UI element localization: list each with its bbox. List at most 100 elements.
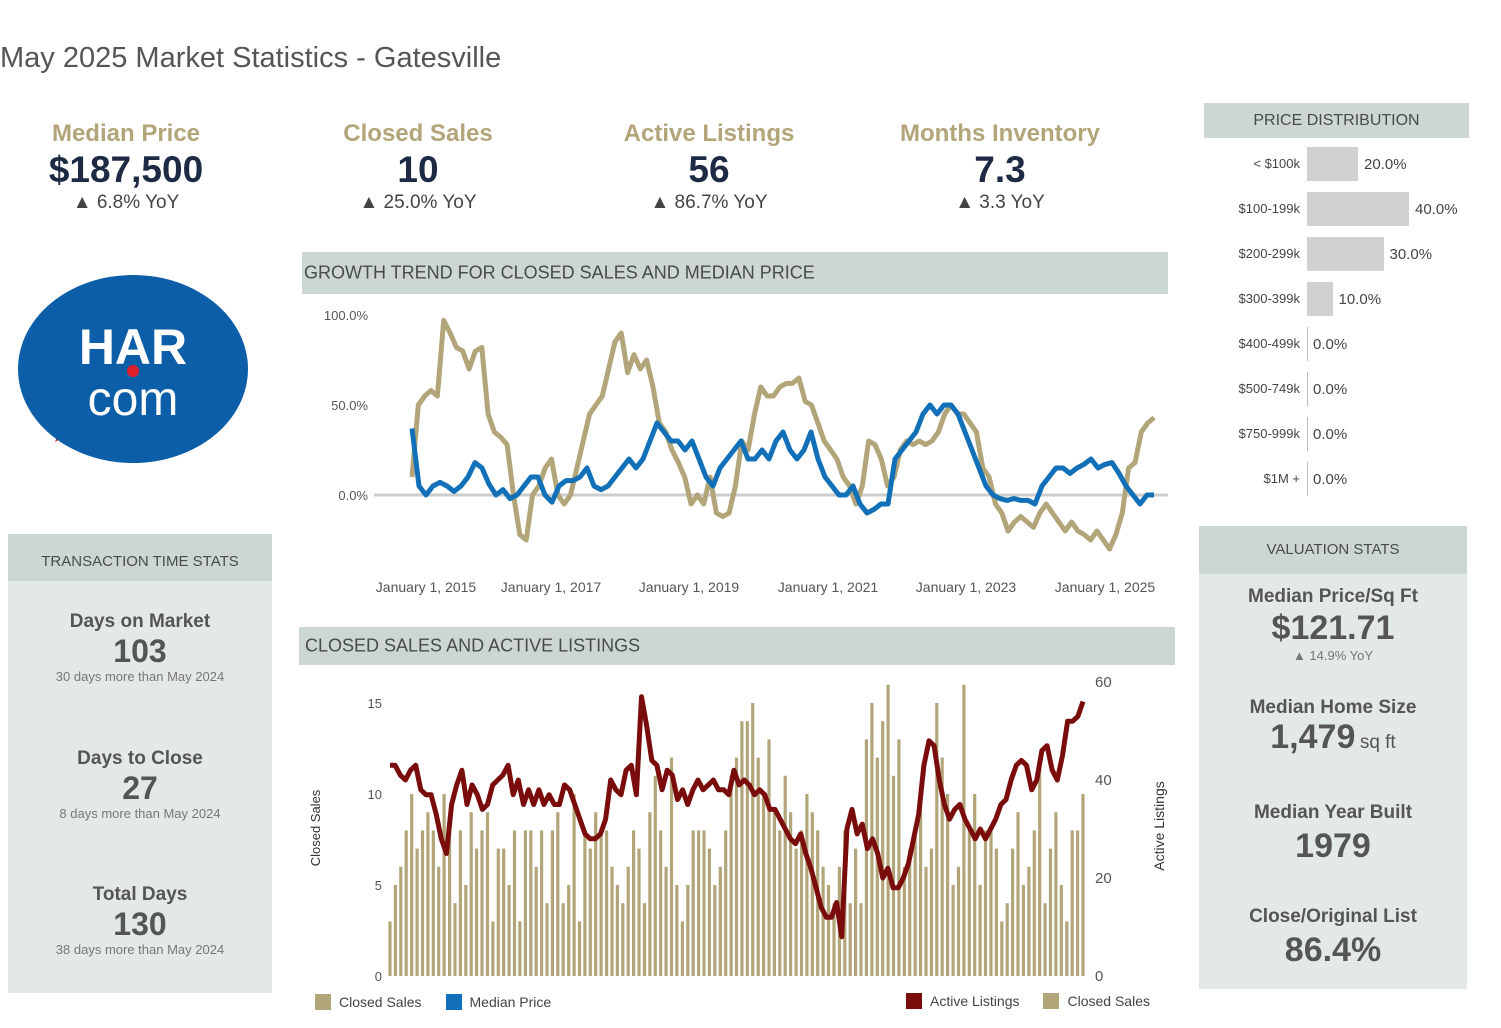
stat-label: Median Price/Sq Ft (1248, 586, 1418, 607)
price-pct-label: 0.0% (1313, 471, 1348, 488)
price-range-label: $500-749k (1238, 381, 1300, 396)
y2-tick-label: 0 (1095, 968, 1103, 985)
kpi-label: Active Listings (623, 120, 795, 147)
stat-unit: sq ft (1359, 732, 1396, 753)
bar (540, 830, 544, 976)
y-axis-label: Closed Sales (308, 789, 323, 866)
bar (577, 921, 582, 976)
y2-tick-label: 40 (1095, 772, 1112, 789)
x-tick-label: January 1, 2023 (916, 579, 1017, 595)
bar (707, 848, 711, 976)
kpi-active-listings: Active Listings 56 ▲ 86.7% YoY (589, 120, 829, 214)
bar (502, 848, 506, 976)
bar (1021, 885, 1025, 976)
stat-value: 86.4% (1284, 931, 1382, 969)
kpi-yoy: ▲ 3.3 YoY (955, 192, 1045, 213)
price-row: $1M + 0.0% (1204, 462, 1494, 496)
bar (729, 775, 733, 976)
growth-trend-chart: 100.0% 50.0% 0.0% January 1, 2015 January 1,… (324, 308, 1168, 595)
bar (1076, 830, 1080, 976)
y-tick-label: 50.0% (331, 398, 368, 413)
bar (946, 794, 950, 976)
stat-value: 103 (113, 633, 167, 669)
kpi-label: Median Price (51, 120, 201, 147)
price-axis-tick (1307, 462, 1308, 496)
bar (686, 885, 690, 976)
bar (448, 830, 452, 976)
bar (756, 757, 760, 976)
bar (431, 830, 435, 976)
bar (875, 757, 879, 976)
stat-label: Days to Close (77, 748, 203, 769)
stat-value: 130 (113, 906, 167, 942)
stat-label: Days on Market (69, 611, 211, 632)
bar (561, 903, 565, 976)
bar (832, 903, 836, 976)
har-logo[interactable]: HAR com (15, 272, 255, 472)
stat-label: Close/Original List (1249, 906, 1417, 927)
bar (973, 794, 977, 976)
trend-legend: Closed Sales Median Price (315, 994, 551, 1010)
price-range-label: $1M + (1263, 471, 1301, 486)
bar (550, 830, 554, 976)
bar (588, 848, 592, 976)
bar (767, 739, 771, 976)
price-pct-label: 40.0% (1415, 201, 1458, 218)
y2-tick-label: 60 (1095, 674, 1112, 691)
price-row: $300-399k 10.0% (1204, 282, 1494, 316)
bar (632, 830, 636, 976)
stat-sub: 38 days more than May 2024 (55, 942, 225, 957)
median-home-size: Median Home Size 1,479 sq ft (1199, 697, 1467, 755)
series-line-active-listings (390, 694, 1086, 940)
y-tick-label: 5 (375, 878, 382, 893)
price-row: $200-299k 30.0% (1204, 237, 1494, 271)
bar (496, 848, 500, 976)
bar (702, 830, 706, 976)
bar (1070, 830, 1074, 976)
price-axis-tick (1307, 327, 1308, 361)
bar (913, 830, 917, 976)
price-range-label: < $100k (1253, 156, 1300, 171)
price-pct-label: 30.0% (1389, 246, 1433, 263)
price-axis-tick (1307, 417, 1308, 451)
price-range-label: $300-399k (1238, 291, 1300, 306)
bar (415, 848, 419, 976)
stat-value: $121.71 (1271, 609, 1395, 647)
bar (458, 830, 462, 976)
bar (805, 794, 809, 976)
bar (848, 903, 852, 976)
y2-tick-label: 20 (1095, 870, 1112, 887)
price-distribution-chart: < $100k 20.0% $100-199k 40.0% $200-299k 30.0%… (1204, 147, 1494, 507)
price-axis-tick (1307, 372, 1308, 406)
price-pct-label: 10.0% (1338, 291, 1382, 308)
bar (648, 812, 652, 976)
bar (572, 794, 576, 976)
bar (1032, 830, 1036, 976)
x-tick-label: January 1, 2021 (778, 579, 879, 595)
bar (637, 848, 641, 976)
bar (605, 830, 609, 976)
bar (1043, 903, 1047, 976)
bar (399, 866, 403, 976)
bar (664, 866, 668, 976)
page-title: May 2025 Market Statistics - Gatesville (0, 42, 502, 74)
bar (908, 848, 912, 976)
bar (599, 830, 603, 976)
bar (669, 757, 674, 976)
legend-swatch-closed-sales (315, 994, 331, 1010)
kpi-value: $187,500 (48, 149, 204, 190)
price-range-label: $750-999k (1238, 426, 1300, 441)
bar (994, 848, 998, 976)
bar (859, 903, 863, 976)
y2-axis-label: Active Listings (1151, 781, 1167, 870)
bar (567, 885, 571, 976)
days-on-market: Days on Market 103 30 days more than May… (8, 611, 272, 684)
bar (989, 830, 993, 976)
series-line-closed-sales (409, 317, 1156, 552)
price-pct-label: 0.0% (1313, 381, 1348, 398)
bar (891, 775, 896, 976)
bar (826, 885, 831, 976)
bar (545, 903, 549, 976)
bar (675, 885, 679, 976)
price-row: $750-999k 0.0% (1204, 417, 1494, 451)
